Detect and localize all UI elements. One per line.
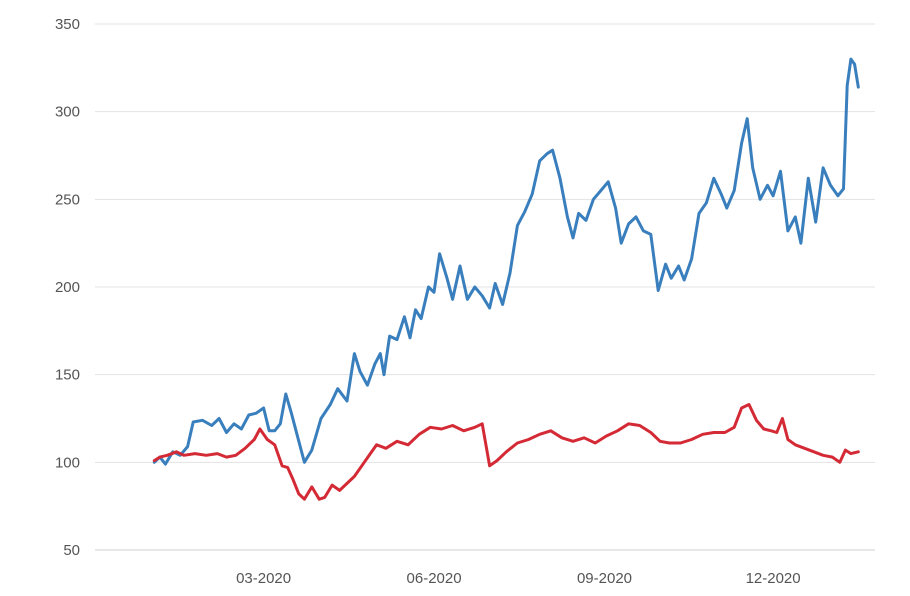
x-tick-label: 09-2020 xyxy=(577,570,632,587)
y-tick-label: 250 xyxy=(55,191,80,208)
gridlines xyxy=(95,23,875,551)
series-line-1 xyxy=(152,57,860,466)
x-axis-ticks: 03-2020 06-2020 09-2020 12-2020 xyxy=(236,570,801,587)
y-tick-label: 50 xyxy=(63,542,80,559)
y-tick-label: 350 xyxy=(55,16,80,33)
y-axis-ticks: 50 100 150 200 250 300 350 xyxy=(55,16,80,559)
y-tick-label: 300 xyxy=(55,104,80,121)
y-tick-label: 200 xyxy=(55,279,80,296)
series-line-2 xyxy=(152,403,860,501)
x-tick-label: 12-2020 xyxy=(746,570,801,587)
x-tick-label: 03-2020 xyxy=(236,570,291,587)
series-lines xyxy=(152,57,860,501)
x-tick-label: 06-2020 xyxy=(407,570,462,587)
y-tick-label: 150 xyxy=(55,367,80,384)
y-tick-label: 100 xyxy=(55,454,80,471)
